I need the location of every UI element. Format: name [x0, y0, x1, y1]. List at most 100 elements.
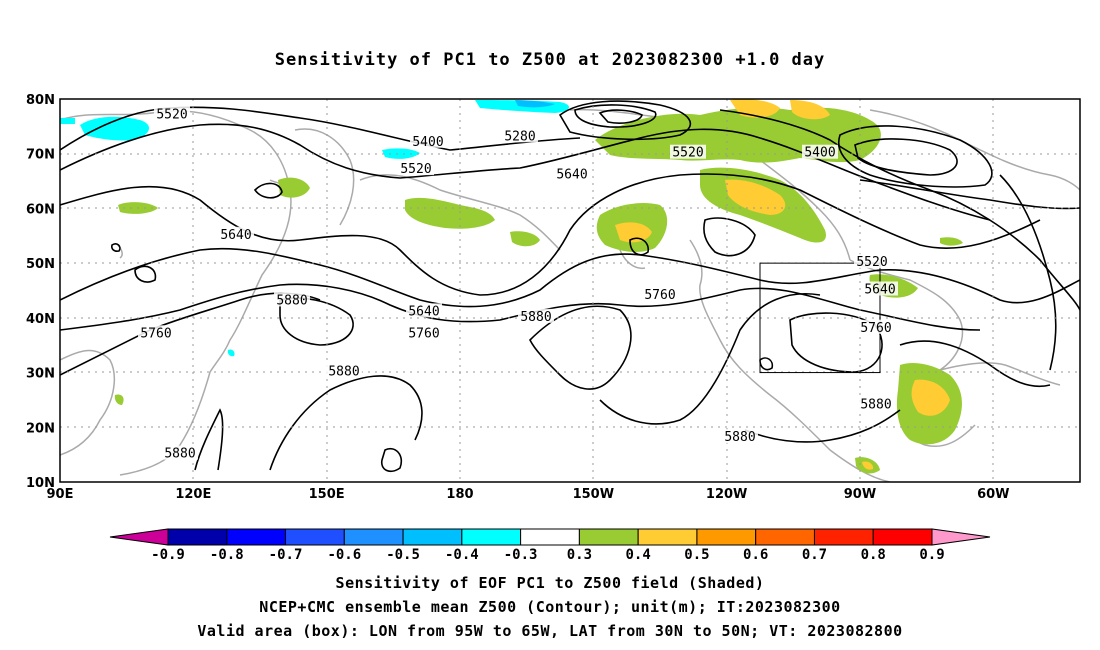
contour-label: 5760	[644, 288, 675, 303]
lon-label: 90W	[844, 487, 876, 502]
contour-label-bg	[854, 254, 890, 269]
colorbar-swatch	[343, 528, 404, 546]
contour-label-bg	[722, 429, 758, 444]
lon-label: 90E	[47, 487, 74, 502]
contour-label-bg	[642, 286, 678, 301]
colorbar-tick-label: 0.6	[743, 547, 768, 563]
contour-label-bg	[802, 144, 838, 159]
contour-label: 5880	[328, 365, 359, 380]
contour-label: 5880	[520, 310, 551, 325]
valid-area-box	[759, 262, 881, 374]
colorbar-tick-label: 0.4	[626, 547, 651, 563]
contour-label-bg	[518, 308, 554, 323]
colorbar-swatch	[755, 528, 815, 546]
contour-label-bg	[406, 303, 442, 318]
colorbar-swatch	[520, 528, 580, 546]
contour-label-bg	[162, 445, 198, 460]
colorbar-tick-label: 0.7	[802, 547, 827, 563]
caption-contour: NCEP+CMC ensemble mean Z500 (Contour); u…	[259, 598, 841, 616]
contour-label-bg	[218, 226, 254, 241]
colorbar-swatch	[226, 528, 287, 546]
colorbar-swatch	[637, 528, 698, 546]
contour-label-bg	[858, 319, 894, 334]
contour-label: 5640	[408, 304, 439, 319]
contour-label-bg	[154, 106, 190, 121]
contour-label: 5880	[724, 430, 755, 445]
contour-label-bg	[858, 396, 894, 411]
colorbar-tick-label: -0.8	[210, 547, 244, 563]
contour-label: 5400	[412, 135, 443, 150]
lat-label: 30N	[26, 367, 55, 382]
colorbar-swatch	[813, 528, 874, 546]
contour-label: 5760	[140, 326, 171, 341]
contour-label: 5880	[276, 293, 307, 308]
lat-label: 20N	[26, 421, 55, 436]
contour-label: 5520	[856, 255, 887, 270]
contour-label-bg	[406, 325, 442, 340]
contour-label: 5640	[864, 283, 895, 298]
contour-label: 5880	[860, 397, 891, 412]
contour-label: 5880	[164, 447, 195, 462]
lon-label: 150E	[309, 487, 345, 502]
lon-label: 60W	[977, 487, 1009, 502]
contour-label: 5760	[408, 326, 439, 341]
lat-label: 10N	[26, 476, 55, 491]
colorbar-swatch	[402, 528, 463, 546]
contour-label: 5520	[156, 107, 187, 122]
contour-label-bg	[326, 363, 362, 378]
colorbar-tick-label: -0.9	[151, 547, 185, 563]
colorbar-swatch	[696, 528, 757, 546]
colorbar-tick-label: -0.4	[445, 547, 479, 563]
colorbar-arrow-high	[931, 528, 991, 546]
colorbar-tick-label: -0.7	[269, 547, 303, 563]
contour-label-bg	[502, 128, 538, 143]
colorbar-swatch	[872, 528, 933, 546]
contour-label: 5520	[400, 162, 431, 177]
lon-label: 150W	[573, 487, 614, 502]
colorbar-tick-label: 0.9	[919, 547, 944, 563]
colorbar-swatch	[167, 528, 228, 546]
caption-valid-area: Valid area (box): LON from 95W to 65W, L…	[197, 622, 903, 640]
lon-label: 180	[446, 487, 473, 502]
lat-label: 60N	[26, 202, 55, 217]
contour-label-bg	[398, 161, 434, 176]
colorbar-tick-label: -0.6	[327, 547, 361, 563]
latitude-axis: 80N 70N 60N 50N 40N 30N 20N 10N	[26, 93, 55, 491]
contour-label-bg	[138, 325, 174, 340]
lon-label: 120W	[706, 487, 747, 502]
colorbar-swatch	[285, 528, 345, 546]
contour-label-bg	[862, 281, 898, 296]
colorbar-tick-label: 0.3	[567, 547, 592, 563]
lat-lon-grid	[60, 99, 1080, 482]
contour-label: 5760	[860, 321, 891, 336]
map-frame	[59, 98, 1081, 483]
lon-label: 120E	[175, 487, 211, 502]
lat-label: 50N	[26, 257, 55, 272]
contour-label: 5280	[504, 129, 535, 144]
colorbar-swatch	[578, 528, 639, 546]
contour-label: 5640	[556, 168, 587, 183]
caption-shaded: Sensitivity of EOF PC1 to Z500 field (Sh…	[335, 574, 765, 592]
colorbar-swatch	[461, 528, 522, 546]
longitude-axis: 90E 120E 150E 180 150W 120W 90W 60W	[47, 487, 1010, 502]
contour-label: 5520	[672, 146, 703, 161]
contour-label: 5400	[804, 146, 835, 161]
contour-label: 5640	[220, 228, 251, 243]
contour-label-bg	[670, 144, 706, 159]
lat-label: 70N	[26, 148, 55, 163]
lat-label: 40N	[26, 312, 55, 327]
colorbar-tick-label: 0.5	[684, 547, 709, 563]
contour-label-bg	[410, 133, 446, 148]
colorbar-tick-label: 0.8	[861, 547, 886, 563]
negative-sensitivity-shading	[60, 100, 570, 357]
lat-label: 80N	[26, 93, 55, 108]
map-title: Sensitivity of PC1 to Z500 at 2023082300…	[274, 50, 826, 70]
positive-sensitivity-shading	[114, 99, 963, 474]
contour-labels: 5520 5400 5280 5520 5400 5520 5640 5640 5880 5640…	[138, 106, 898, 462]
contour-label-bg	[554, 166, 590, 181]
colorbar: -0.9 -0.8 -0.7 -0.6 -0.5 -0.4 -0.3 0.3 0.4 0.5 0.6…	[109, 528, 991, 563]
colorbar-tick-label: -0.3	[504, 547, 538, 563]
colorbar-tick-label: -0.5	[386, 547, 420, 563]
colorbar-arrow-low	[109, 528, 169, 546]
